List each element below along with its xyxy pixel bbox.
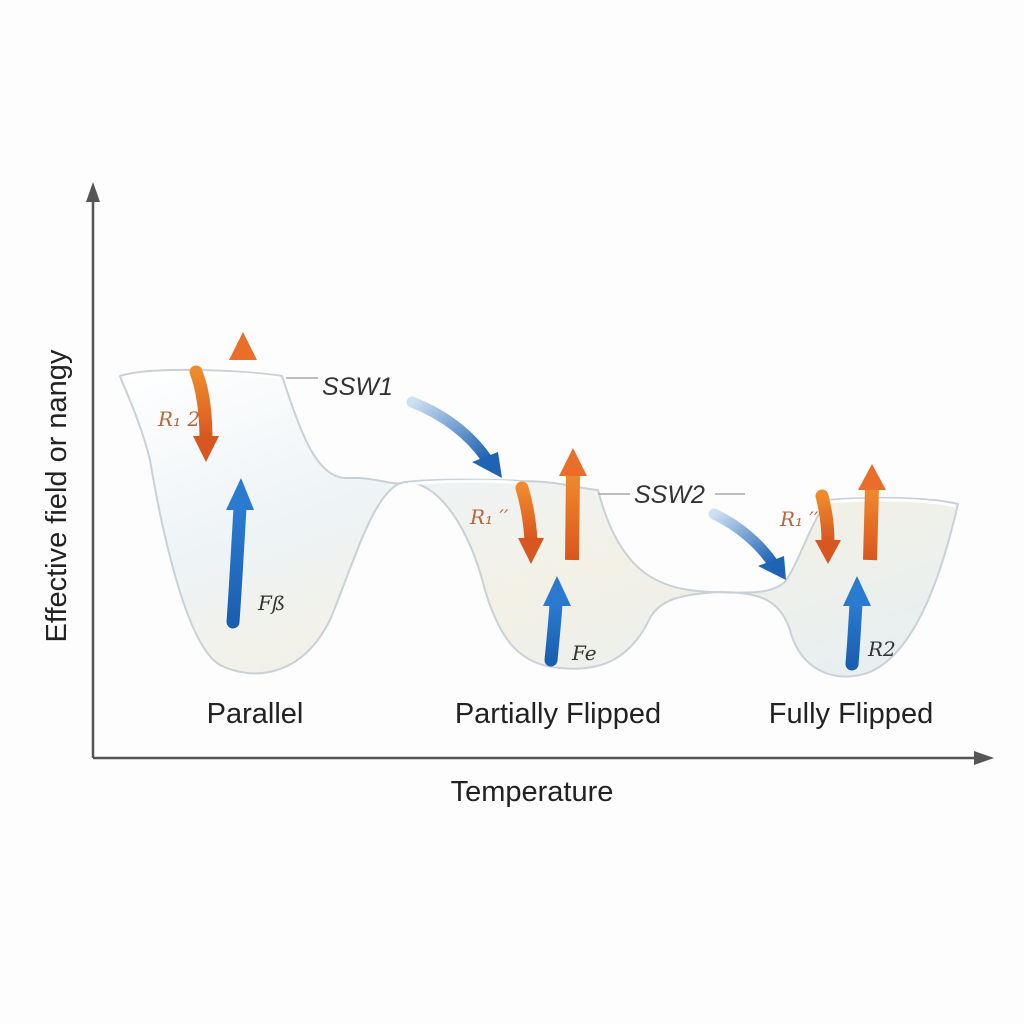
upward-arrow-head-icon bbox=[858, 464, 886, 490]
energy-well-surface bbox=[119, 368, 959, 678]
downward-arrow-icon bbox=[515, 481, 538, 547]
upward-arrow-icon bbox=[544, 597, 563, 667]
lower-species-label: Fß bbox=[257, 591, 285, 615]
upward-arrow-icon bbox=[845, 597, 863, 671]
curved-transition-arrow-icon bbox=[708, 508, 778, 568]
energy-landscape bbox=[119, 368, 959, 678]
downward-arrow-icon bbox=[815, 489, 835, 549]
downward-arrow-head-icon bbox=[518, 538, 544, 564]
downward-arrow-head-icon bbox=[815, 540, 841, 564]
state-parallel: R₁ 2 Fß Parallel bbox=[157, 332, 303, 730]
transition-label: SSW1 bbox=[322, 373, 393, 401]
state-fully-flipped: R₁ ′′ R2 Fully Flipped bbox=[769, 464, 933, 730]
y-axis-title: Effective field or nangy bbox=[41, 349, 73, 642]
upward-arrow-icon bbox=[226, 501, 247, 629]
curved-transition-arrow-icon bbox=[406, 396, 492, 464]
state-label: Fully Flipped bbox=[769, 698, 933, 730]
downward-arrow-head-icon bbox=[193, 436, 219, 462]
downward-arrow-icon bbox=[189, 365, 213, 447]
lower-species-label: R2 bbox=[867, 637, 896, 661]
state-partially-flipped: R₁ ′′ Fe Partially Flipped bbox=[455, 448, 661, 730]
y-axis-arrowhead-icon bbox=[86, 182, 100, 202]
state-label: Partially Flipped bbox=[455, 698, 661, 730]
state-label: Parallel bbox=[207, 698, 304, 730]
lower-species-label: Fe bbox=[571, 641, 597, 665]
x-axis-title: Temperature bbox=[451, 776, 614, 808]
transition-ssw2: SSW2 bbox=[598, 481, 786, 580]
upward-arrow-head-icon bbox=[559, 448, 587, 476]
upward-arrow-icon bbox=[863, 487, 879, 561]
upward-arrow-head-icon bbox=[229, 332, 257, 360]
upper-species-label: R₁ ′′ bbox=[469, 505, 509, 529]
upper-species-label: R₁ ′′ bbox=[779, 507, 819, 531]
upward-arrow-head-icon bbox=[843, 576, 871, 606]
axes bbox=[86, 182, 994, 765]
curved-transition-arrowhead-icon bbox=[472, 452, 502, 478]
upward-arrow-head-icon bbox=[543, 576, 571, 606]
well-rim-highlight bbox=[123, 371, 956, 508]
transition-label: SSW2 bbox=[634, 481, 705, 509]
x-axis-arrowhead-icon bbox=[974, 751, 994, 765]
curved-transition-arrowhead-icon bbox=[758, 556, 786, 580]
transition-ssw1: SSW1 bbox=[286, 373, 502, 478]
upward-arrow-icon bbox=[565, 473, 580, 561]
upward-arrow-head-icon bbox=[226, 478, 254, 510]
upper-species-label: R₁ 2 bbox=[157, 407, 200, 431]
